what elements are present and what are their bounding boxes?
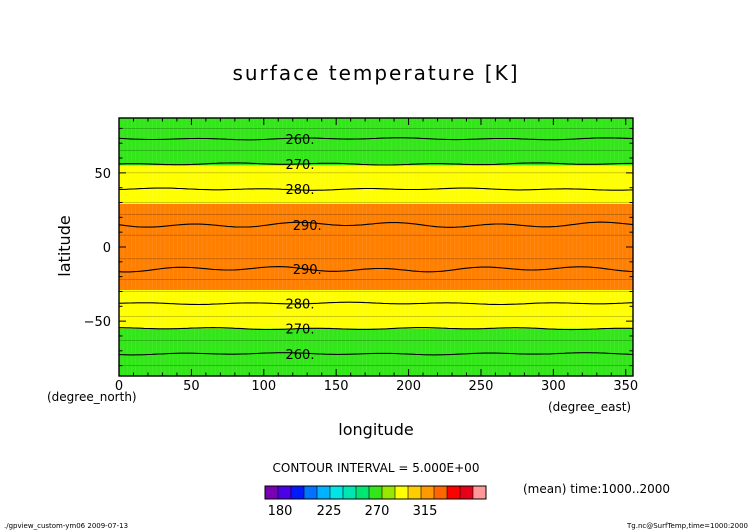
band-3 [119, 165, 633, 204]
colorbar-swatch [447, 486, 461, 499]
contour-280 [118, 301, 634, 306]
colorbar: 180 225 270 315 [264, 485, 487, 519]
y-tick-label: 50 [94, 167, 111, 182]
x-tick-label: 100 [251, 379, 276, 394]
mean-note: (mean) time:1000..2000 [523, 482, 670, 496]
x-tick-label: 150 [324, 379, 349, 394]
band-4 [119, 118, 633, 166]
contour-260 [118, 352, 634, 356]
contour-label: 270. [286, 323, 315, 338]
contour-interval: CONTOUR INTERVAL = 5.000E+00 [273, 461, 480, 475]
colorbar-swatch [343, 486, 357, 499]
x-tick-label: 0 [115, 379, 123, 394]
y-axis-label: latitude [55, 215, 74, 276]
y-axis: −50 0 50 [84, 127, 633, 367]
colorbar-swatch [291, 486, 305, 499]
y-axis-unit: (degree_north) [47, 390, 137, 404]
contour-label: 270. [286, 158, 315, 173]
chart-title: surface temperature [K] [232, 61, 519, 85]
contour-290 [118, 266, 634, 273]
colorbar-swatch [434, 486, 448, 499]
colorbar-swatch [317, 486, 331, 499]
colorbar-swatch [395, 486, 409, 499]
x-axis-unit: (degree_east) [548, 400, 631, 414]
contour-270 [119, 327, 634, 331]
colorbar-swatch [473, 486, 487, 499]
band-1 [119, 290, 633, 329]
colorbar-swatch [369, 486, 383, 499]
contour-290 [118, 221, 634, 228]
band-2 [119, 204, 633, 290]
x-axis-label: longitude [338, 420, 413, 439]
contour-280 [118, 187, 634, 191]
footer-left: ./gpview_custom-ym06 2009-07-13 [4, 522, 128, 530]
x-tick-label: 300 [541, 379, 566, 394]
contour-label: 290. [293, 263, 322, 278]
colorbar-label: 315 [413, 504, 438, 519]
plot-area: 260. 270. 280. 290. 290. 280. 270. 260. [118, 117, 634, 377]
x-tick-label: 200 [396, 379, 421, 394]
y-tick-label: 0 [103, 241, 111, 256]
footer-right: Tg.nc@SurfTemp,time=1000:2000 [626, 522, 748, 530]
colorbar-frame [264, 485, 487, 500]
x-tick-label: 50 [183, 379, 200, 394]
colorbar-swatch [460, 486, 474, 499]
colorbar-swatch [356, 486, 370, 499]
colorbar-swatch [330, 486, 344, 499]
colorbar-swatch [278, 486, 292, 499]
contour-label: 290. [293, 219, 322, 234]
contour-270 [118, 162, 634, 166]
colorbar-label: 180 [268, 504, 293, 519]
colorbar-swatch [265, 486, 279, 499]
contour-label: 260. [286, 133, 315, 148]
colorbar-swatch [421, 486, 435, 499]
colorbar-label: 225 [317, 504, 342, 519]
contour-260 [118, 137, 634, 141]
x-tick-label: 350 [613, 379, 638, 394]
y-tick-label: −50 [84, 315, 111, 330]
colorbar-swatch [408, 486, 422, 499]
colorbar-swatch [382, 486, 396, 499]
contour-label: 280. [286, 183, 315, 198]
x-axis: 0 50 100 150 200 250 300 350 [115, 118, 638, 394]
contour-label: 260. [286, 348, 315, 363]
contour-label: 280. [286, 297, 315, 312]
colorbar-label: 270 [365, 504, 390, 519]
x-tick-label: 250 [469, 379, 494, 394]
colorbar-swatch [304, 486, 318, 499]
band-0 [119, 328, 633, 376]
